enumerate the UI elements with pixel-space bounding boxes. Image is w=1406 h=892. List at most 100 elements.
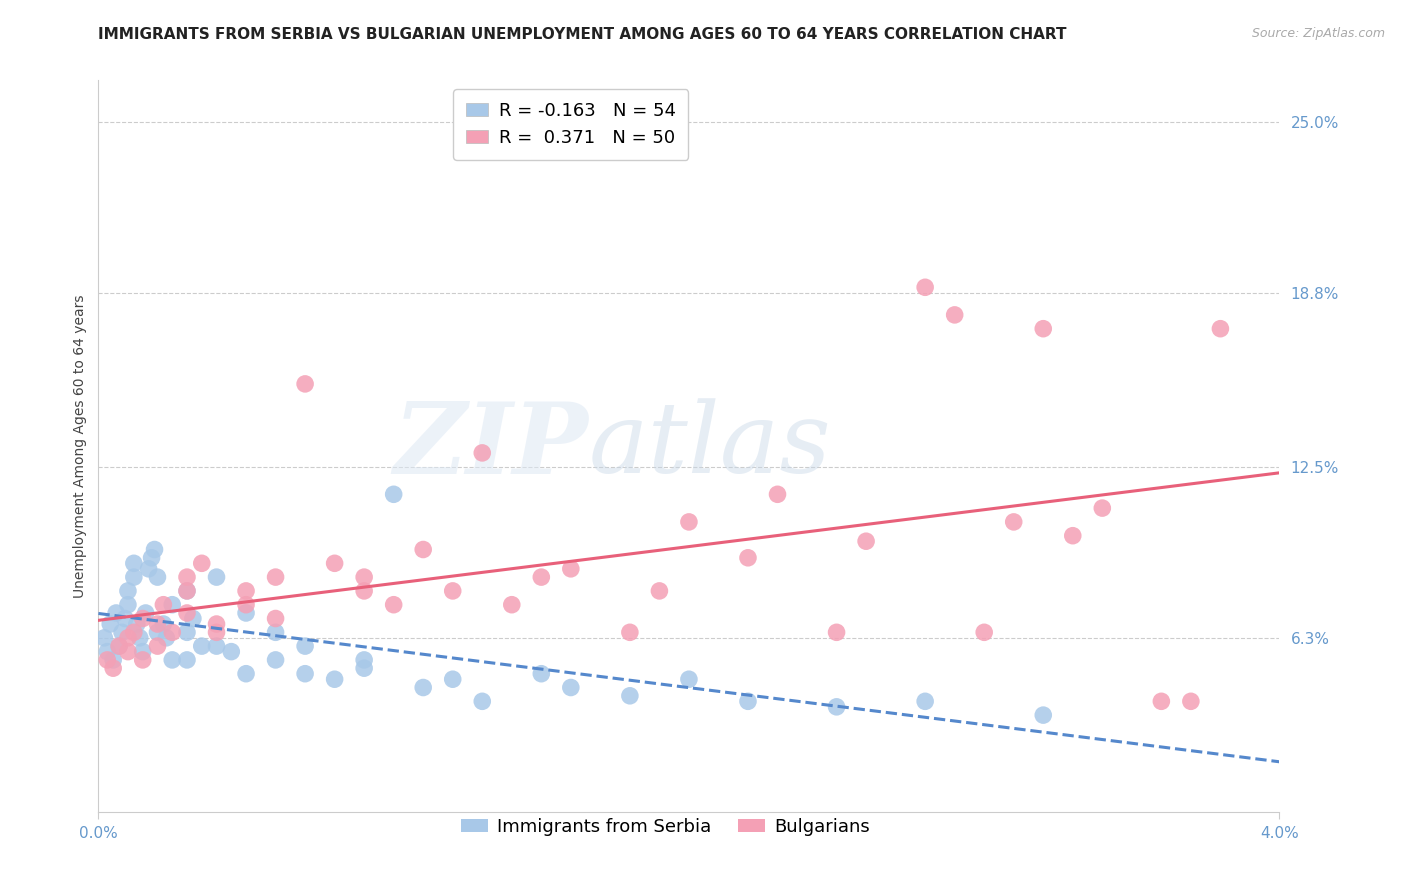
Point (191, 557, 214, 571)
Point (128, 631, 150, 645)
Point (323, 557, 346, 571)
Point (103, 661, 125, 675)
Point (441, 583, 464, 598)
Point (353, 653, 375, 667)
Point (152, 598, 174, 612)
Point (117, 583, 139, 598)
Point (678, 672, 700, 686)
Point (98, 617, 121, 632)
Point (146, 625, 169, 640)
Point (235, 666, 257, 681)
Point (235, 598, 257, 612)
Point (176, 625, 198, 640)
Point (560, 562, 582, 576)
Text: atlas: atlas (589, 399, 831, 493)
Point (501, 598, 523, 612)
Point (122, 570, 145, 584)
Point (181, 611, 204, 625)
Point (353, 570, 375, 584)
Legend: Immigrants from Serbia, Bulgarians: Immigrants from Serbia, Bulgarians (454, 811, 877, 843)
Point (111, 625, 134, 640)
Point (205, 617, 228, 632)
Point (560, 681, 582, 695)
Point (353, 583, 375, 598)
Point (914, 280, 936, 294)
Point (294, 666, 316, 681)
Point (619, 625, 641, 640)
Point (648, 583, 671, 598)
Point (138, 562, 160, 576)
Point (412, 542, 434, 557)
Point (235, 583, 257, 598)
Point (471, 694, 494, 708)
Point (264, 570, 287, 584)
Point (1150, 694, 1173, 708)
Point (146, 617, 169, 632)
Point (108, 639, 131, 653)
Point (205, 625, 228, 640)
Y-axis label: Unemployment Among Ages 60 to 64 years: Unemployment Among Ages 60 to 64 years (73, 294, 87, 598)
Point (441, 672, 464, 686)
Point (141, 550, 163, 565)
Point (855, 534, 877, 549)
Point (235, 606, 257, 620)
Point (825, 699, 848, 714)
Point (678, 515, 700, 529)
Point (294, 376, 316, 391)
Point (93, 631, 115, 645)
Point (1180, 694, 1202, 708)
Point (114, 611, 136, 625)
Point (943, 308, 966, 322)
Point (117, 645, 139, 659)
Point (471, 446, 494, 460)
Point (1209, 321, 1232, 335)
Point (132, 611, 155, 625)
Point (122, 625, 145, 640)
Point (264, 653, 287, 667)
Point (825, 625, 848, 640)
Point (1002, 515, 1025, 529)
Point (530, 570, 553, 584)
Point (973, 625, 995, 640)
Point (412, 681, 434, 695)
Point (162, 598, 183, 612)
Point (125, 617, 148, 632)
Point (108, 639, 131, 653)
Point (132, 653, 155, 667)
Point (103, 653, 125, 667)
Point (122, 557, 145, 571)
Point (176, 570, 198, 584)
Point (146, 639, 169, 653)
Text: ZIP: ZIP (394, 398, 589, 494)
Point (132, 645, 155, 659)
Point (264, 625, 287, 640)
Point (162, 625, 183, 640)
Point (766, 487, 789, 501)
Point (382, 598, 405, 612)
Point (737, 694, 759, 708)
Point (146, 570, 169, 584)
Point (117, 598, 139, 612)
Point (264, 611, 287, 625)
Point (323, 672, 346, 686)
Point (96, 645, 118, 659)
Point (1032, 321, 1054, 335)
Point (1032, 708, 1054, 723)
Point (221, 645, 243, 659)
Text: IMMIGRANTS FROM SERBIA VS BULGARIAN UNEMPLOYMENT AMONG AGES 60 TO 64 YEARS CORRE: IMMIGRANTS FROM SERBIA VS BULGARIAN UNEM… (98, 27, 1067, 42)
Point (353, 661, 375, 675)
Point (205, 639, 228, 653)
Point (191, 639, 214, 653)
Point (1062, 529, 1084, 543)
Point (105, 606, 128, 620)
Point (1091, 501, 1114, 516)
Point (162, 653, 183, 667)
Point (176, 583, 198, 598)
Text: Source: ZipAtlas.com: Source: ZipAtlas.com (1251, 27, 1385, 40)
Point (176, 653, 198, 667)
Point (152, 617, 174, 632)
Point (530, 666, 553, 681)
Point (117, 631, 139, 645)
Point (382, 487, 405, 501)
Point (205, 570, 228, 584)
